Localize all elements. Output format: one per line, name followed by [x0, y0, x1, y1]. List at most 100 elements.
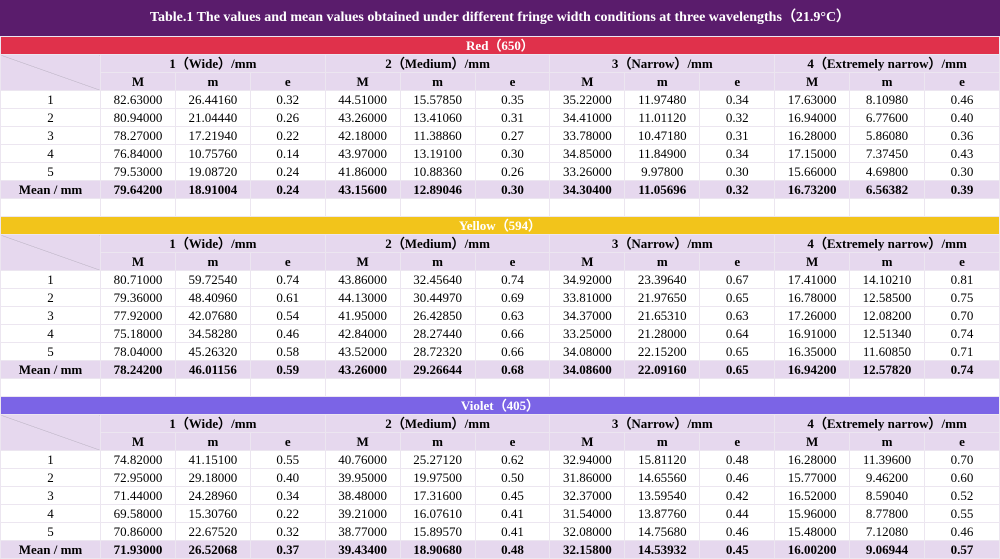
data-cell: 0.67 [699, 270, 776, 289]
data-cell: 17.26000 [774, 306, 851, 325]
data-cell: 11.60850 [849, 342, 925, 361]
empty-cell [174, 378, 251, 397]
data-cell: 8.77800 [849, 504, 925, 523]
data-cell: 9.97800 [624, 162, 701, 181]
data-cell: 43.86000 [324, 270, 401, 289]
column-header: e [699, 72, 776, 91]
data-cell: 0.30 [474, 144, 551, 163]
mean-cell: 32.15800 [549, 540, 626, 559]
mean-row: Mean / mm 79.64200 18.91004 0.24 43.15600 12.… [0, 180, 1000, 199]
column-header: e [249, 252, 326, 271]
data-cell: 74.82000 [100, 450, 176, 469]
data-cell: 0.58 [249, 342, 326, 361]
data-cell: 0.42 [699, 486, 776, 505]
empty-cell [399, 378, 476, 397]
data-cell: 0.46 [249, 324, 326, 343]
data-cell: 8.10980 [849, 90, 925, 109]
column-header: m [174, 432, 251, 451]
empty-cell [399, 198, 476, 217]
data-cell: 33.26000 [549, 162, 626, 181]
empty-cell [923, 378, 1000, 397]
empty-cell [849, 378, 925, 397]
data-row: 2 79.36000 48.40960 0.61 44.13000 30.44970 0.6… [0, 288, 1000, 307]
data-cell: 7.12080 [849, 522, 925, 541]
empty-cell [849, 198, 925, 217]
row-label: 3 [0, 306, 101, 325]
data-row: 2 80.94000 21.04440 0.26 43.26000 13.41060 0.3… [0, 108, 1000, 127]
data-cell: 15.89570 [399, 522, 476, 541]
data-cell: 0.24 [249, 162, 326, 181]
data-cell: 30.44970 [399, 288, 476, 307]
data-cell: 34.92000 [549, 270, 626, 289]
data-cell: 15.77000 [774, 468, 851, 487]
data-cell: 15.30760 [174, 504, 251, 523]
data-cell: 40.76000 [324, 450, 401, 469]
group-header: 4（Extremely narrow）/mm [774, 54, 1000, 73]
column-header: M [324, 432, 401, 451]
column-header: e [699, 252, 776, 271]
data-cell: 0.31 [474, 108, 551, 127]
data-cell: 0.34 [699, 90, 776, 109]
data-cell: 0.48 [699, 450, 776, 469]
data-cell: 41.15100 [174, 450, 251, 469]
data-cell: 48.40960 [174, 288, 251, 307]
data-cell: 29.18000 [174, 468, 251, 487]
column-header: m [624, 252, 701, 271]
mean-cell: 34.08600 [549, 360, 626, 379]
data-cell: 0.54 [249, 306, 326, 325]
empty-cell [249, 198, 326, 217]
data-row: 3 78.27000 17.21940 0.22 42.18000 11.38860 0.2… [0, 126, 1000, 145]
data-cell: 0.22 [249, 504, 326, 523]
column-header: e [474, 432, 551, 451]
row-label: Mean / mm [0, 540, 101, 559]
data-cell: 11.01120 [624, 108, 701, 127]
data-cell: 31.86000 [549, 468, 626, 487]
column-header: m [849, 252, 925, 271]
data-cell: 26.44160 [174, 90, 251, 109]
data-cell: 0.62 [474, 450, 551, 469]
data-cell: 0.26 [474, 162, 551, 181]
data-cell: 10.88360 [399, 162, 476, 181]
data-cell: 70.86000 [100, 522, 176, 541]
data-cell: 19.97500 [399, 468, 476, 487]
mean-cell: 0.30 [474, 180, 551, 199]
data-cell: 0.63 [474, 306, 551, 325]
data-cell: 7.37450 [849, 144, 925, 163]
corner-cell [0, 234, 101, 271]
data-cell: 23.39640 [624, 270, 701, 289]
row-label: 3 [0, 486, 101, 505]
column-header: m [174, 72, 251, 91]
group-header: 4（Extremely narrow）/mm [774, 234, 1000, 253]
data-cell: 76.84000 [100, 144, 176, 163]
mean-row: Mean / mm 71.93000 26.52068 0.37 39.43400 18.… [0, 540, 1000, 559]
group-header: 4（Extremely narrow）/mm [774, 414, 1000, 433]
data-cell: 16.94000 [774, 108, 851, 127]
mean-cell: 0.57 [923, 540, 1000, 559]
column-header: m [849, 72, 925, 91]
group-header: 2（Medium）/mm [324, 414, 551, 433]
empty-cell [174, 198, 251, 217]
data-cell: 31.54000 [549, 504, 626, 523]
data-cell: 43.97000 [324, 144, 401, 163]
data-cell: 21.97650 [624, 288, 701, 307]
data-cell: 26.42850 [399, 306, 476, 325]
data-cell: 24.28960 [174, 486, 251, 505]
data-cell: 0.41 [474, 504, 551, 523]
data-cell: 16.07610 [399, 504, 476, 523]
data-cell: 0.81 [923, 270, 1000, 289]
empty-cell [474, 198, 551, 217]
data-cell: 11.38860 [399, 126, 476, 145]
column-header: M [324, 252, 401, 271]
data-cell: 42.84000 [324, 324, 401, 343]
mean-cell: 0.65 [699, 360, 776, 379]
data-cell: 0.60 [923, 468, 1000, 487]
data-cell: 11.84900 [624, 144, 701, 163]
data-cell: 19.08720 [174, 162, 251, 181]
mean-cell: 18.90680 [399, 540, 476, 559]
column-header: M [100, 72, 176, 91]
data-cell: 15.66000 [774, 162, 851, 181]
data-cell: 0.46 [923, 90, 1000, 109]
data-cell: 39.95000 [324, 468, 401, 487]
data-cell: 21.28000 [624, 324, 701, 343]
